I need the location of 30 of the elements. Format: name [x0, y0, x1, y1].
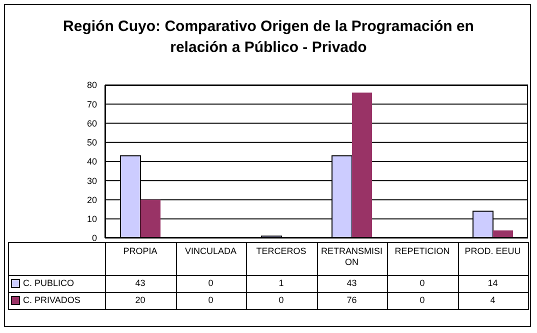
y-tick-label: 70 — [86, 99, 97, 110]
x-tick-label: TERCEROS — [255, 246, 308, 257]
y-tick-label: 50 — [86, 138, 97, 148]
data-label: 4 — [489, 295, 496, 305]
y-tick-label: 60 — [86, 118, 97, 128]
data-label: 0 — [207, 295, 214, 305]
legend-label: C. PUBLICO — [23, 278, 74, 288]
data-label: 0 — [207, 278, 214, 288]
data-label: 0 — [418, 278, 426, 288]
data-label: 0 — [278, 295, 285, 305]
y-tick-label: 20 — [86, 194, 97, 205]
y-tick-label: 30 — [86, 176, 97, 186]
legend-label: C. PRIVADOS — [23, 295, 80, 305]
data-label: 43 — [134, 278, 146, 288]
x-tick-label: PROD. EEUU — [464, 246, 522, 257]
x-tick-label: RETRANSMISION — [320, 246, 384, 268]
data-label: 43 — [346, 278, 358, 288]
x-tick-label: VINCULADA — [184, 246, 238, 257]
y-tick-label: 10 — [86, 214, 97, 224]
data-label: 0 — [418, 295, 426, 305]
data-label: 20 — [134, 295, 146, 305]
x-tick-label: REPETICION — [394, 246, 451, 257]
data-label: 1 — [278, 278, 285, 288]
y-tick-label: 0 — [92, 233, 97, 244]
y-tick-label: 40 — [86, 156, 97, 167]
y-tick-label: 80 — [86, 80, 97, 90]
chart-title: Región Cuyo: Comparativo Origen de la Programación en relación a Público - Privado — [62, 17, 475, 58]
x-tick-label: PROPIA — [122, 246, 158, 257]
data-label: 76 — [346, 295, 358, 305]
data-label: 14 — [486, 278, 499, 288]
